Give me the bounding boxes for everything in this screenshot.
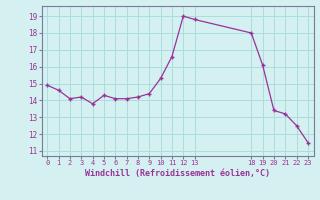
X-axis label: Windchill (Refroidissement éolien,°C): Windchill (Refroidissement éolien,°C) xyxy=(85,169,270,178)
